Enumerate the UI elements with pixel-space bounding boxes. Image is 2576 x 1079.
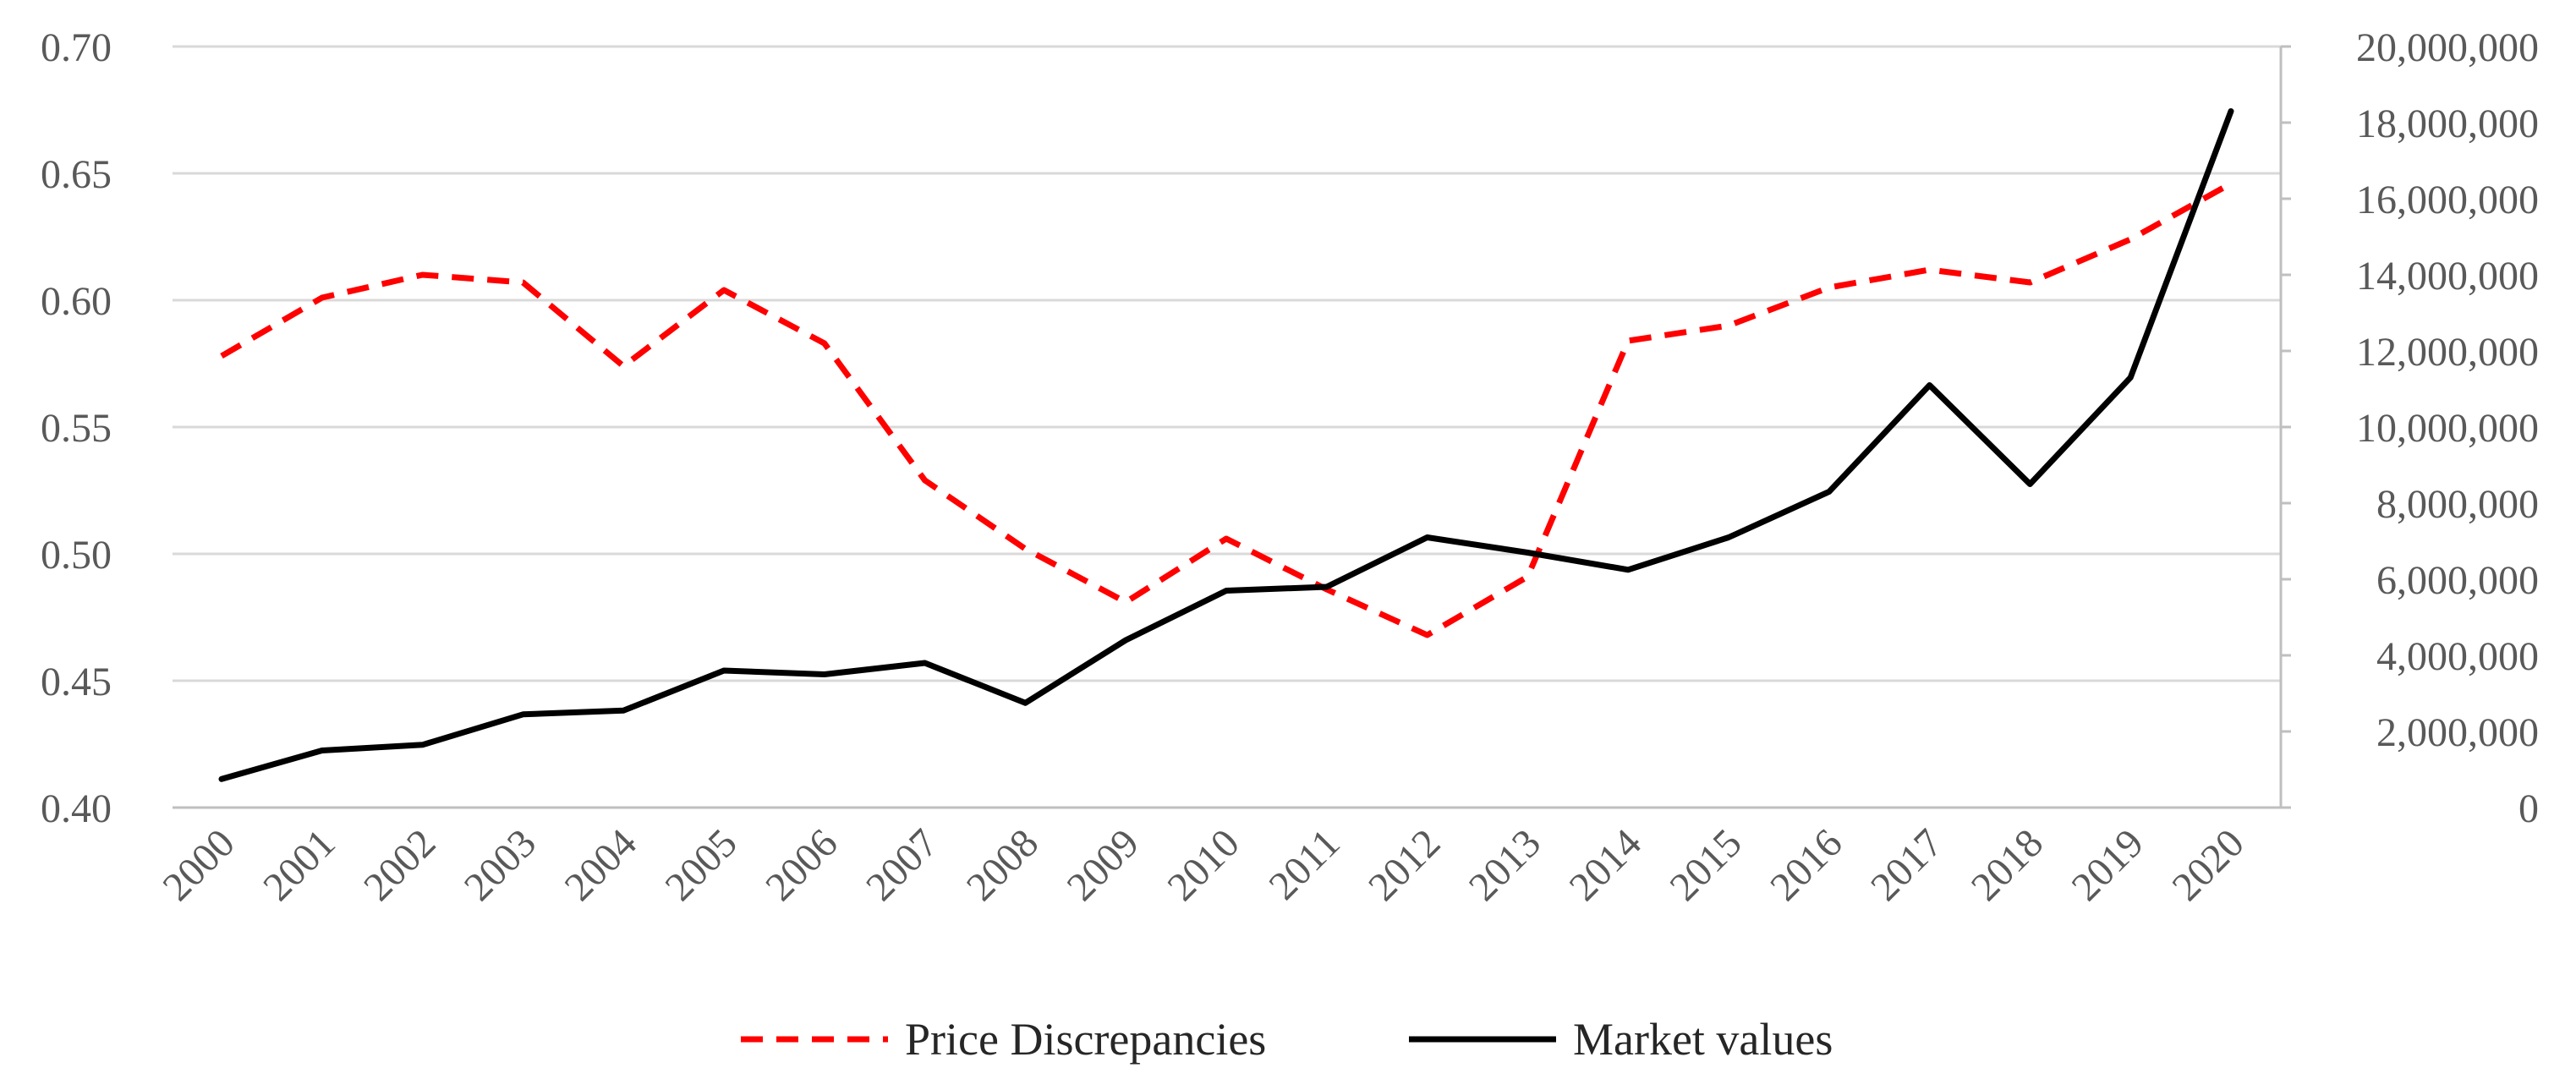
left-axis-tick-label: 0.65 xyxy=(41,152,112,197)
right-axis-tick-label: 16,000,000 xyxy=(2356,178,2539,222)
x-axis-tick-label: 2001 xyxy=(255,820,343,909)
right-axis-tick-label: 4,000,000 xyxy=(2376,634,2539,679)
left-axis-tick-label: 0.50 xyxy=(41,533,112,578)
x-axis-tick-label: 2004 xyxy=(556,820,645,909)
axes xyxy=(173,45,2291,809)
x-axis-tick-label: 2019 xyxy=(2064,820,2152,909)
x-axis-tick-label: 2003 xyxy=(456,820,545,909)
x-axis-tick-label: 2000 xyxy=(154,820,243,909)
legend: Price Discrepancies Market values xyxy=(741,1014,1833,1065)
left-axis-tick-label: 0.55 xyxy=(41,406,112,451)
x-axis-tick-label: 2016 xyxy=(1762,820,1850,909)
x-axis-tick-label: 2009 xyxy=(1059,820,1148,909)
tick-labels: 0.40 0.45 0.50 0.55 0.60 0.65 0.70 0 2,000,000 4,… xyxy=(41,25,2539,910)
left-axis-tick-label: 0.60 xyxy=(41,279,112,324)
series-lines xyxy=(218,108,2234,782)
right-axis-tick-label: 12,000,000 xyxy=(2356,330,2539,375)
x-axis-tick-label: 2007 xyxy=(858,820,946,909)
legend-label-price-discrepancies: Price Discrepancies xyxy=(905,1014,1266,1065)
x-axis-tick-label: 2008 xyxy=(958,820,1047,909)
right-axis-tick-label: 6,000,000 xyxy=(2376,558,2539,603)
market-values-line xyxy=(218,108,2234,782)
right-axis-tick-label: 14,000,000 xyxy=(2356,254,2539,299)
left-axis-tick-label: 0.40 xyxy=(41,786,112,831)
x-axis-tick-label: 2005 xyxy=(656,820,745,909)
left-axis-tick-label: 0.70 xyxy=(41,25,112,70)
right-axis-tick-label: 18,000,000 xyxy=(2356,101,2539,146)
right-axis-tick-label: 10,000,000 xyxy=(2356,406,2539,451)
right-axis-tick-label: 0 xyxy=(2518,786,2539,831)
x-axis-tick-label: 2018 xyxy=(1963,820,2052,909)
x-axis-tick-label: 2012 xyxy=(1360,820,1449,909)
x-axis-tick-label: 2006 xyxy=(757,820,846,909)
x-axis-tick-label: 2013 xyxy=(1461,820,1549,909)
legend-label-market-values: Market values xyxy=(1573,1014,1833,1065)
right-axis-tick-label: 8,000,000 xyxy=(2376,482,2539,527)
x-axis-tick-label: 2015 xyxy=(1661,820,1750,909)
x-axis-tick-label: 2010 xyxy=(1159,820,1247,909)
x-axis-tick-label: 2011 xyxy=(1260,820,1348,908)
left-axis-tick-label: 0.45 xyxy=(41,660,112,704)
gridlines xyxy=(173,45,2281,682)
x-axis-tick-label: 2020 xyxy=(2163,820,2252,909)
x-axis-tick-label: 2017 xyxy=(1862,820,1951,909)
x-axis-tick-label: 2014 xyxy=(1561,820,1650,909)
x-axis-tick-label: 2002 xyxy=(355,820,444,909)
right-axis-tick-label: 20,000,000 xyxy=(2356,25,2539,70)
right-axis-tick-label: 2,000,000 xyxy=(2376,710,2539,755)
price-discrepancies-line xyxy=(220,180,2233,638)
